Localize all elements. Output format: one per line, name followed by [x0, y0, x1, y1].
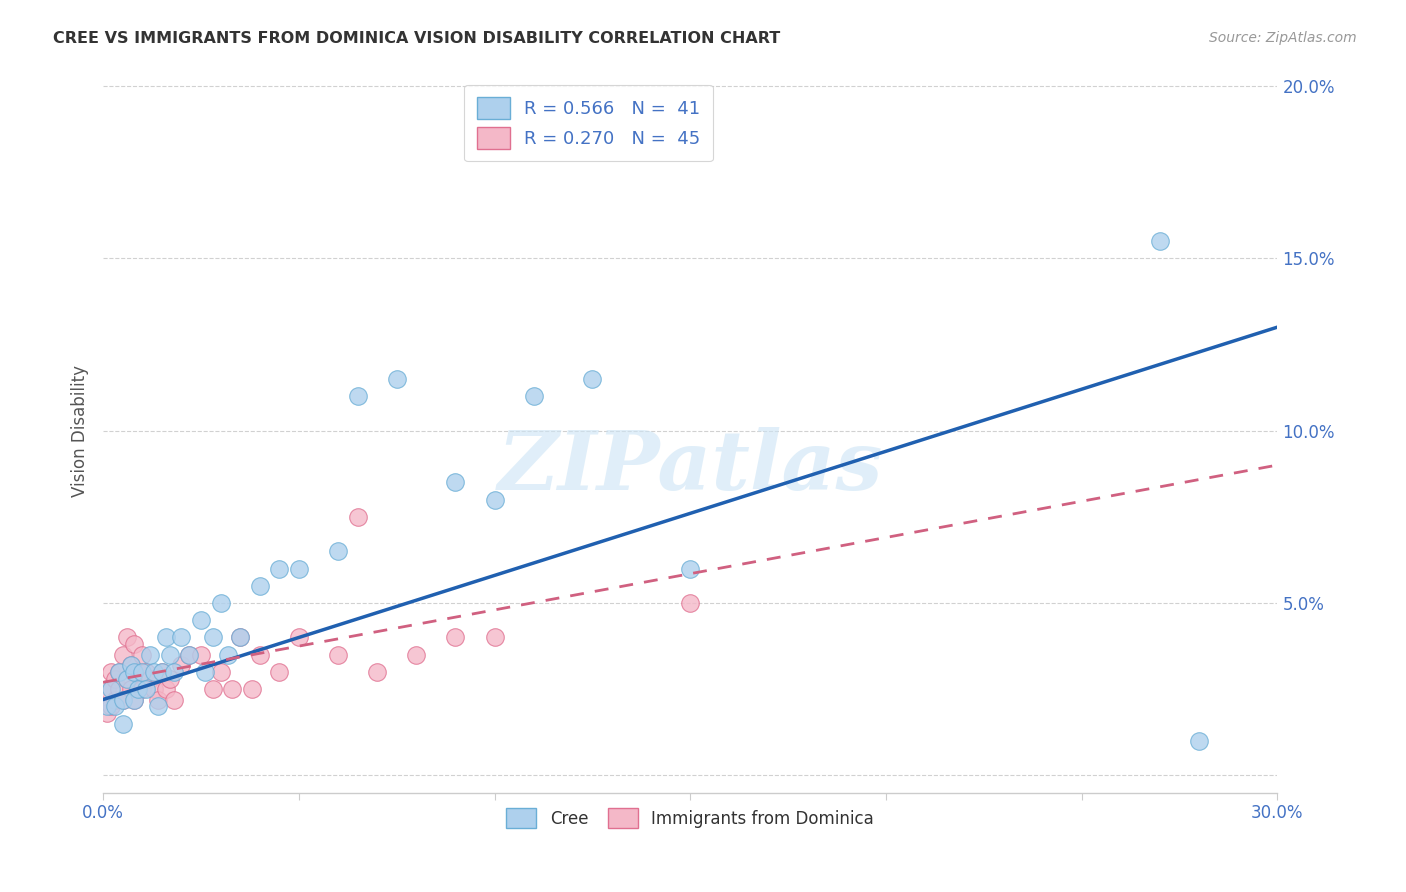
Point — [107, 665, 129, 679]
Point — [162, 692, 184, 706]
Point — [288, 631, 311, 645]
Point — [444, 475, 467, 490]
Point — [155, 631, 177, 645]
Point — [131, 648, 153, 662]
Text: CREE VS IMMIGRANTS FROM DOMINICA VISION DISABILITY CORRELATION CHART: CREE VS IMMIGRANTS FROM DOMINICA VISION … — [53, 31, 780, 46]
Point — [249, 648, 271, 662]
Point — [484, 492, 506, 507]
Point — [170, 631, 193, 645]
Point — [104, 692, 127, 706]
Point — [444, 631, 467, 645]
Point — [209, 665, 232, 679]
Point — [111, 692, 134, 706]
Point — [131, 682, 153, 697]
Point — [111, 648, 134, 662]
Point — [96, 682, 118, 697]
Legend: Cree, Immigrants from Dominica: Cree, Immigrants from Dominica — [499, 801, 882, 835]
Point — [209, 596, 232, 610]
Point — [366, 665, 388, 679]
Point — [124, 665, 146, 679]
Point — [135, 682, 157, 697]
Point — [120, 658, 142, 673]
Point — [96, 699, 118, 714]
Point — [111, 716, 134, 731]
Point — [194, 665, 217, 679]
Point — [170, 658, 193, 673]
Point — [100, 665, 122, 679]
Point — [159, 672, 181, 686]
Point — [326, 648, 349, 662]
Point — [139, 648, 162, 662]
Point — [104, 699, 127, 714]
Point — [124, 692, 146, 706]
Point — [107, 682, 129, 697]
Point — [179, 648, 201, 662]
Point — [115, 672, 138, 686]
Point — [346, 389, 368, 403]
Point — [190, 613, 212, 627]
Point — [143, 682, 166, 697]
Point — [1149, 234, 1171, 248]
Point — [229, 631, 252, 645]
Point — [346, 509, 368, 524]
Point — [190, 648, 212, 662]
Point — [120, 658, 142, 673]
Point — [229, 631, 252, 645]
Point — [127, 665, 149, 679]
Point — [581, 372, 603, 386]
Text: ZIPatlas: ZIPatlas — [498, 426, 883, 507]
Point — [221, 682, 243, 697]
Point — [269, 665, 291, 679]
Point — [111, 692, 134, 706]
Point — [143, 665, 166, 679]
Y-axis label: Vision Disability: Vision Disability — [72, 365, 89, 497]
Point — [104, 672, 127, 686]
Point — [146, 692, 169, 706]
Text: Source: ZipAtlas.com: Source: ZipAtlas.com — [1209, 31, 1357, 45]
Point — [96, 706, 118, 721]
Point — [217, 648, 239, 662]
Point — [523, 389, 546, 403]
Point — [326, 544, 349, 558]
Point — [179, 648, 201, 662]
Point — [155, 682, 177, 697]
Point — [385, 372, 408, 386]
Point — [150, 665, 173, 679]
Point — [288, 561, 311, 575]
Point — [115, 672, 138, 686]
Point — [201, 631, 224, 645]
Point — [124, 637, 146, 651]
Point — [127, 682, 149, 697]
Point — [115, 631, 138, 645]
Point — [405, 648, 427, 662]
Point — [139, 672, 162, 686]
Point — [249, 579, 271, 593]
Point — [679, 596, 702, 610]
Point — [201, 682, 224, 697]
Point — [124, 692, 146, 706]
Point — [1188, 734, 1211, 748]
Point — [159, 648, 181, 662]
Point — [269, 561, 291, 575]
Point — [100, 682, 122, 697]
Point — [240, 682, 263, 697]
Point — [100, 699, 122, 714]
Point — [135, 665, 157, 679]
Point — [107, 665, 129, 679]
Point — [120, 682, 142, 697]
Point — [162, 665, 184, 679]
Point — [484, 631, 506, 645]
Point — [150, 665, 173, 679]
Point — [679, 561, 702, 575]
Point — [131, 665, 153, 679]
Point — [146, 699, 169, 714]
